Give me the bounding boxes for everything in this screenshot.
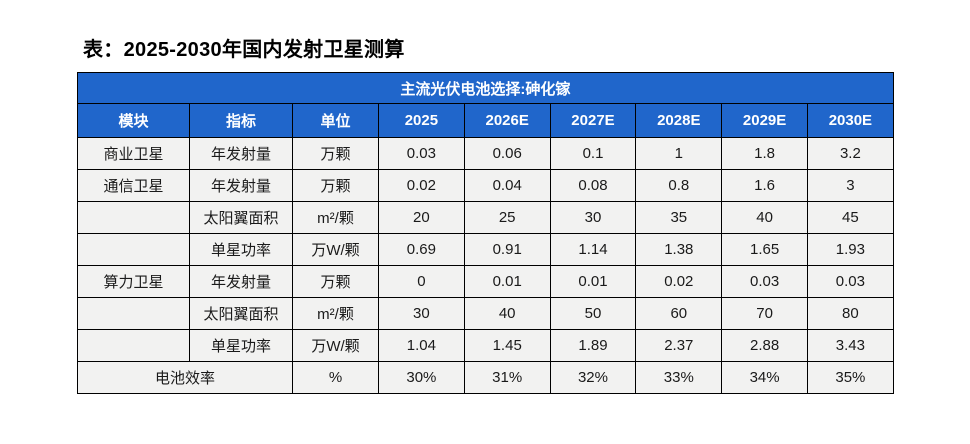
cell-value: 30 [549, 201, 637, 234]
cell-module: 通信卫星 [77, 169, 190, 202]
cell-unit: m²/颗 [292, 201, 379, 234]
cell-unit: 万颗 [292, 169, 379, 202]
table-row: 太阳翼面积 m²/颗 30 40 50 60 70 80 [77, 297, 894, 330]
cell-value: 1.38 [635, 233, 723, 266]
cell-value: 0.01 [463, 265, 551, 298]
cell-value: 25 [463, 201, 551, 234]
col-header-unit: 单位 [292, 103, 379, 138]
footer-value-cell: 32% [549, 361, 637, 394]
cell-value: 1.6 [721, 169, 808, 202]
cell-module: 算力卫星 [77, 265, 190, 298]
col-header-2030e: 2030E [806, 103, 894, 138]
table-row: 单星功率 万W/颗 1.04 1.45 1.89 2.37 2.88 3.43 [77, 329, 894, 362]
cell-value: 1.65 [721, 233, 808, 266]
cell-value: 0.91 [463, 233, 551, 266]
cell-value: 0 [378, 265, 465, 298]
footer-unit-cell: % [292, 361, 379, 394]
cell-value: 0.02 [635, 265, 723, 298]
col-header-2025: 2025 [378, 103, 465, 138]
footer-label-cell: 电池效率 [77, 361, 293, 394]
cell-unit: m²/颗 [292, 297, 379, 330]
footer-value-cell: 30% [378, 361, 465, 394]
col-header-2026e: 2026E [463, 103, 551, 138]
cell-value: 1.89 [549, 329, 637, 362]
col-header-module: 模块 [77, 103, 190, 138]
col-header-2027e: 2027E [549, 103, 637, 138]
table-row: 单星功率 万W/颗 0.69 0.91 1.14 1.38 1.65 1.93 [77, 233, 894, 266]
cell-value: 1 [635, 137, 723, 170]
cell-value: 2.37 [635, 329, 723, 362]
cell-value: 40 [721, 201, 808, 234]
cell-value: 0.03 [378, 137, 465, 170]
cell-indicator: 年发射量 [189, 137, 293, 170]
cell-indicator: 单星功率 [189, 329, 293, 362]
cell-value: 0.03 [721, 265, 808, 298]
cell-value: 0.01 [549, 265, 637, 298]
col-header-2028e: 2028E [635, 103, 723, 138]
cell-module [77, 329, 190, 362]
cell-value: 0.06 [463, 137, 551, 170]
cell-module [77, 201, 190, 234]
table-banner-row: 主流光伏电池选择:砷化镓 [77, 72, 894, 104]
table-banner: 主流光伏电池选择:砷化镓 [77, 72, 894, 104]
cell-value: 3.43 [806, 329, 894, 362]
cell-value: 70 [721, 297, 808, 330]
cell-value: 0.8 [635, 169, 723, 202]
satellite-estimates-table: 主流光伏电池选择:砷化镓 模块 指标 单位 2025 2026E 2027E 2028E 20… [77, 72, 894, 394]
cell-value: 35 [635, 201, 723, 234]
cell-value: 1.04 [378, 329, 465, 362]
cell-value: 1.93 [806, 233, 894, 266]
cell-value: 0.03 [806, 265, 894, 298]
cell-module [77, 233, 190, 266]
table-row: 算力卫星 年发射量 万颗 0 0.01 0.01 0.02 0.03 0.03 [77, 265, 894, 298]
cell-value: 50 [549, 297, 637, 330]
cell-value: 0.69 [378, 233, 465, 266]
cell-value: 40 [463, 297, 551, 330]
cell-value: 30 [378, 297, 465, 330]
cell-value: 0.1 [549, 137, 637, 170]
footer-value-cell: 35% [806, 361, 894, 394]
cell-value: 0.08 [549, 169, 637, 202]
cell-value: 80 [806, 297, 894, 330]
col-header-indicator: 指标 [189, 103, 293, 138]
cell-unit: 万W/颗 [292, 233, 379, 266]
table-row: 商业卫星 年发射量 万颗 0.03 0.06 0.1 1 1.8 3.2 [77, 137, 894, 170]
cell-value: 0.02 [378, 169, 465, 202]
table-row: 通信卫星 年发射量 万颗 0.02 0.04 0.08 0.8 1.6 3 [77, 169, 894, 202]
cell-value: 45 [806, 201, 894, 234]
cell-value: 0.04 [463, 169, 551, 202]
cell-unit: 万颗 [292, 265, 379, 298]
cell-value: 1.14 [549, 233, 637, 266]
cell-value: 60 [635, 297, 723, 330]
footer-value-cell: 34% [721, 361, 808, 394]
table-body: 商业卫星 年发射量 万颗 0.03 0.06 0.1 1 1.8 3.2 通信卫星 年发射量 万颗 0.… [77, 137, 894, 394]
cell-indicator: 年发射量 [189, 169, 293, 202]
cell-unit: 万颗 [292, 137, 379, 170]
cell-value: 1.8 [721, 137, 808, 170]
cell-indicator: 单星功率 [189, 233, 293, 266]
table-row: 太阳翼面积 m²/颗 20 25 30 35 40 45 [77, 201, 894, 234]
footer-value-cell: 31% [463, 361, 551, 394]
page-title: 表：2025-2030年国内发射卫星测算 [83, 39, 405, 61]
cell-value: 3 [806, 169, 894, 202]
cell-indicator: 太阳翼面积 [189, 201, 293, 234]
cell-module: 商业卫星 [77, 137, 190, 170]
cell-value: 1.45 [463, 329, 551, 362]
table-footer-row: 电池效率% 30% 31% 32% 33% 34% 35% [77, 361, 894, 394]
cell-unit: 万W/颗 [292, 329, 379, 362]
cell-module [77, 297, 190, 330]
cell-indicator: 年发射量 [189, 265, 293, 298]
cell-value: 3.2 [806, 137, 894, 170]
table-header-row: 模块 指标 单位 2025 2026E 2027E 2028E 2029E 2030E [77, 103, 894, 138]
footer-value-cell: 33% [635, 361, 723, 394]
cell-value: 20 [378, 201, 465, 234]
cell-value: 2.88 [721, 329, 808, 362]
cell-indicator: 太阳翼面积 [189, 297, 293, 330]
col-header-2029e: 2029E [721, 103, 808, 138]
